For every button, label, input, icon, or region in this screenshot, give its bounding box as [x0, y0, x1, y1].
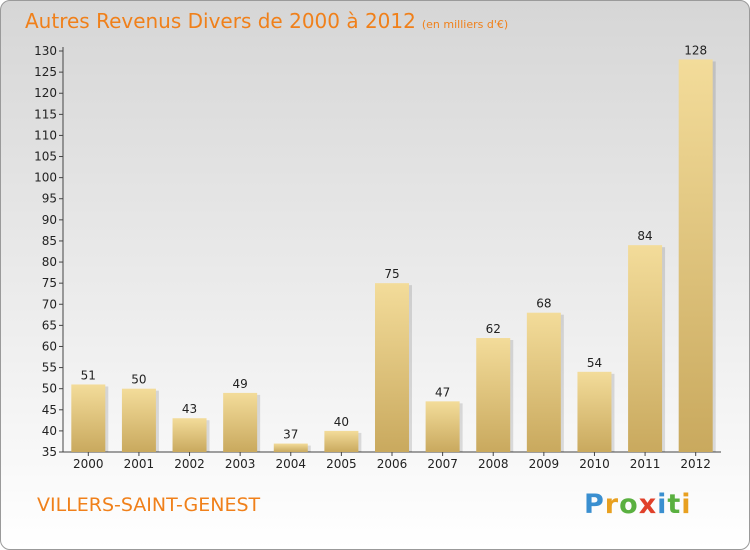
- bar: [476, 338, 511, 452]
- y-tick-label: 90: [42, 213, 57, 227]
- data-label: 37: [283, 428, 298, 442]
- bar: [526, 312, 561, 452]
- x-tick-label: 2005: [326, 457, 357, 471]
- logo-letter: P: [584, 489, 605, 520]
- x-tick-label: 2007: [427, 457, 458, 471]
- bars-group: [71, 59, 716, 452]
- bar: [71, 384, 106, 452]
- y-tick-label: 110: [34, 128, 57, 142]
- x-tick-label: 2001: [124, 457, 155, 471]
- x-tick-label: 2003: [225, 457, 256, 471]
- chart-title: Autres Revenus Divers de 2000 à 2012 (en …: [25, 9, 508, 33]
- y-tick-label: 45: [42, 403, 57, 417]
- y-tick-label: 130: [34, 44, 57, 58]
- logo-letter: t: [667, 489, 682, 520]
- data-label: 43: [182, 402, 197, 416]
- y-tick-label: 95: [42, 192, 57, 206]
- x-tick-label: 2002: [174, 457, 205, 471]
- bar: [324, 430, 359, 452]
- bar: [577, 371, 612, 452]
- x-tick-label: 2000: [73, 457, 104, 471]
- bar: [273, 443, 308, 452]
- x-tick-label: 2008: [478, 457, 509, 471]
- y-tick-label: 35: [42, 445, 57, 459]
- y-tick-label: 65: [42, 318, 57, 332]
- x-tick-label: 2012: [680, 457, 711, 471]
- x-tick-label: 2009: [529, 457, 560, 471]
- y-tick-label: 105: [34, 150, 57, 164]
- bar: [223, 392, 258, 452]
- y-tick-label: 120: [34, 86, 57, 100]
- x-axis: 2000 2001 2002 2003 2004 2005 2006 2007 2008 2009…: [63, 451, 721, 471]
- proxiti-logo: Proxiti: [584, 489, 692, 520]
- chart-unit-label: (en milliers d'€): [421, 18, 509, 31]
- bar: [678, 59, 713, 452]
- logo-letter: r: [604, 489, 620, 520]
- city-name: VILLERS-SAINT-GENEST: [37, 494, 261, 516]
- y-tick-label: 100: [34, 171, 57, 185]
- x-tick-label: 2006: [377, 457, 408, 471]
- data-label: 62: [486, 322, 501, 336]
- data-label: 49: [233, 377, 248, 391]
- bar: [375, 283, 409, 452]
- y-tick-label: 40: [42, 424, 57, 438]
- data-label: 54: [587, 356, 602, 370]
- logo-letter: i: [681, 489, 692, 520]
- data-label: 84: [637, 229, 652, 243]
- y-tick-label: 125: [34, 65, 57, 79]
- y-tick-label: 75: [42, 276, 57, 290]
- logo-letter: x: [638, 489, 658, 520]
- bar: [628, 245, 663, 452]
- y-axis: 35 40 45 50 55 60 65 70 75 80 85 90 95 100 105 110 115 12…: [34, 44, 64, 459]
- logo-letter: o: [619, 489, 639, 520]
- x-tick-label: 2004: [275, 457, 306, 471]
- x-tick-label: 2011: [630, 457, 661, 471]
- data-label: 68: [536, 297, 551, 311]
- data-labels-group: 51 50 43 49 37 40 75 47 62 68 54 84 128: [81, 43, 707, 441]
- bar: [172, 418, 207, 452]
- data-label: 40: [334, 415, 349, 429]
- y-tick-label: 70: [42, 297, 57, 311]
- bar: [425, 401, 460, 452]
- data-label: 47: [435, 385, 450, 399]
- data-label: 51: [81, 368, 96, 382]
- chart-title-text: Autres Revenus Divers de 2000 à 2012: [25, 9, 416, 33]
- y-tick-label: 115: [34, 107, 57, 121]
- y-tick-label: 55: [42, 361, 57, 375]
- y-tick-label: 85: [42, 234, 57, 248]
- y-tick-label: 80: [42, 255, 57, 269]
- data-label: 128: [684, 43, 707, 57]
- bar: [121, 388, 156, 452]
- y-tick-label: 50: [42, 382, 57, 396]
- y-tick-label: 60: [42, 339, 57, 353]
- logo-letter: i: [657, 489, 668, 520]
- data-label: 75: [384, 267, 399, 281]
- data-label: 50: [131, 373, 146, 387]
- x-tick-label: 2010: [579, 457, 610, 471]
